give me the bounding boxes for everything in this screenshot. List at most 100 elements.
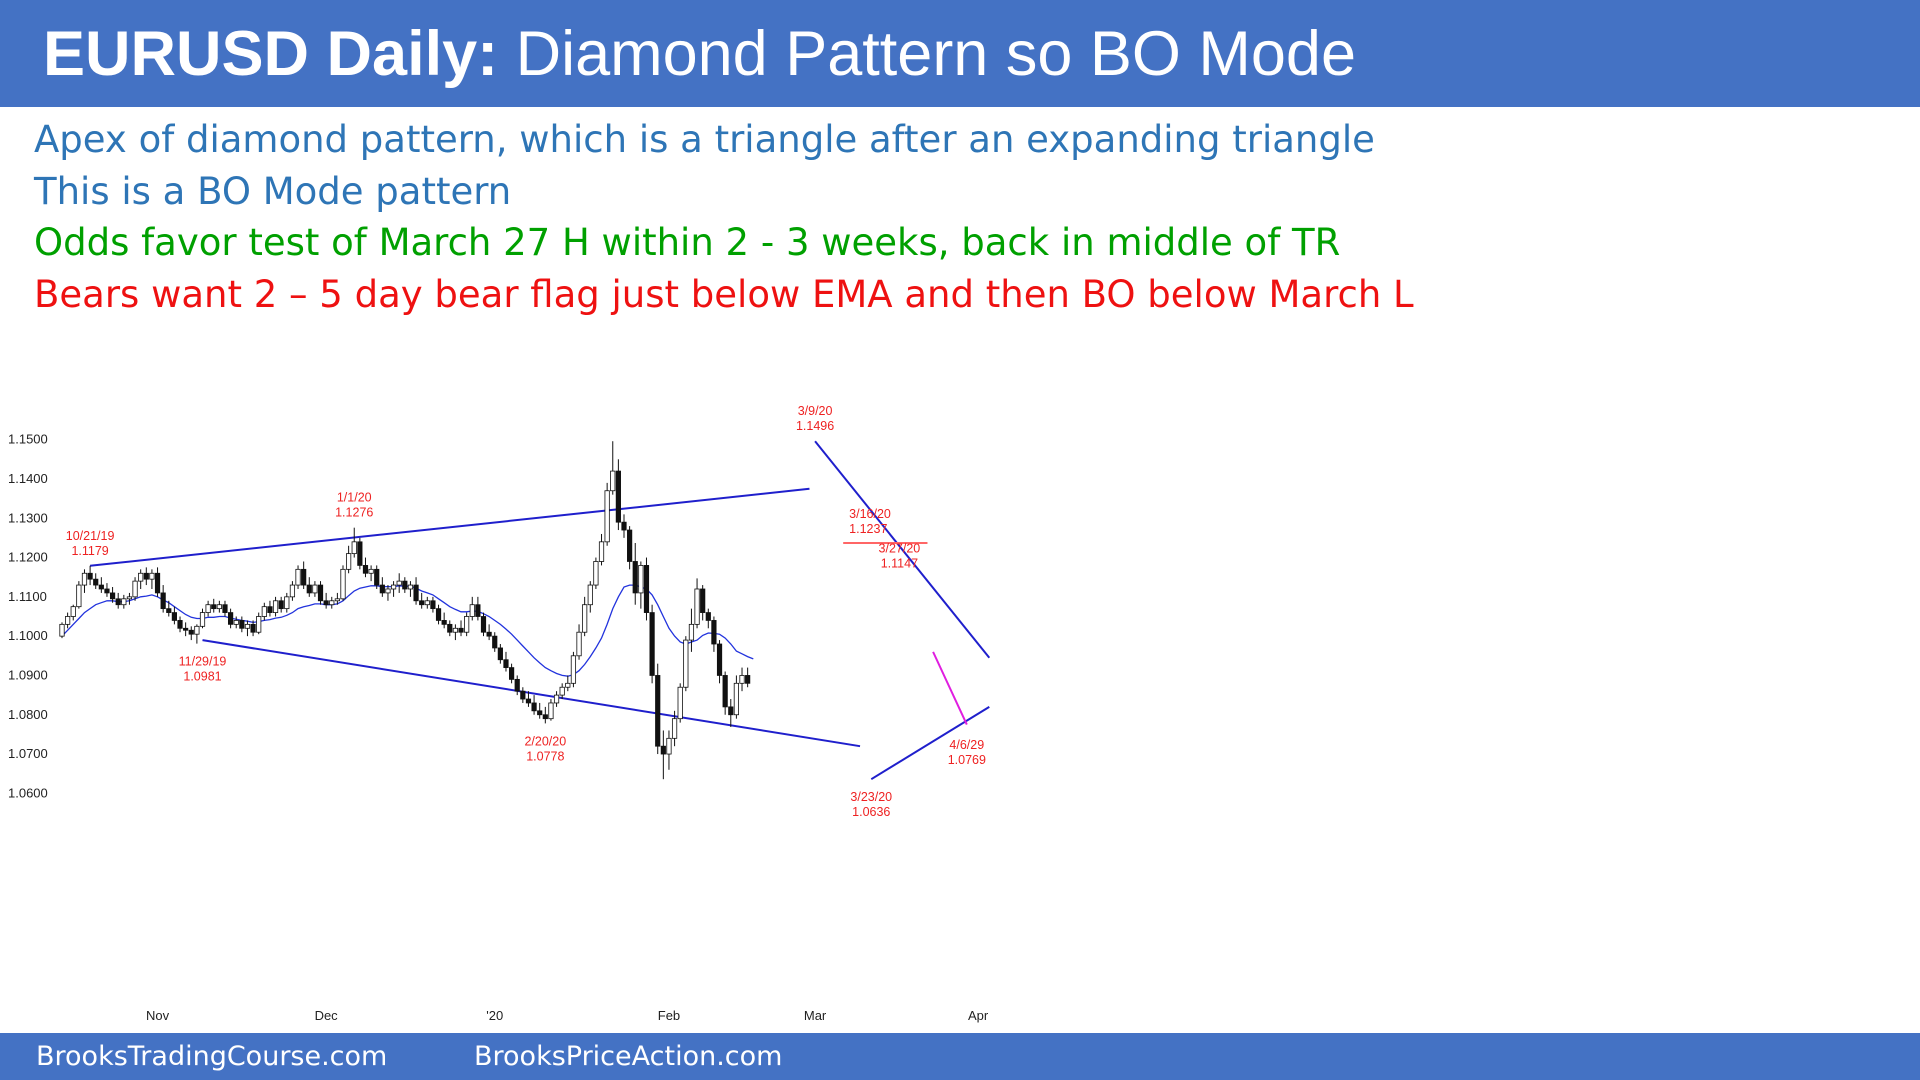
candle-body [284,596,290,610]
footer-bar: BrooksTradingCourse.com BrooksPriceActio… [0,1033,1920,1080]
candle-body [587,584,593,606]
candle-body [683,639,689,688]
candle-body [452,627,459,633]
candle-body [65,616,71,625]
candle-body [407,584,414,590]
candle-body [132,580,138,598]
candle-body [508,667,515,680]
annotation-price: 1.0769 [948,753,986,767]
candle-body [621,521,627,531]
candle-body [109,592,116,600]
candle-body [104,588,110,594]
note-4: Bears want 2 – 5 day bear flag just belo… [34,273,1414,316]
candle-body [514,678,520,692]
candle-body [301,568,307,586]
candle-body [188,629,194,635]
candle-body [93,578,99,586]
footer-left-link[interactable]: BrooksTradingCourse.com [36,1041,388,1072]
candle-body [424,600,430,606]
candle-body [205,604,211,613]
trendline [932,651,968,725]
candle-body [115,598,121,606]
candle-body [267,606,273,613]
title-bar: EURUSD Daily: Diamond Pattern so BO Mode [0,0,1920,107]
candle-body [537,710,543,716]
trendline [202,639,861,748]
candle-body [346,553,352,570]
y-tick-label: 1.1500 [8,432,48,447]
annotation-date: 3/27/20 [879,541,921,555]
candle-body [497,647,503,661]
candle-body [728,706,734,716]
candle-body [138,572,144,582]
candle-body [525,698,532,704]
x-tick-label: '20 [486,1008,503,1023]
candle-body [227,612,234,625]
x-tick-label: Feb [658,1008,680,1023]
candle-body [469,604,475,617]
candle-body [261,606,267,617]
y-tick-label: 1.1100 [8,589,47,604]
candle-body [604,490,610,543]
candle-body [666,737,672,755]
candle-body [531,702,537,712]
y-tick-label: 1.0700 [8,746,48,761]
annotation-date: 3/23/20 [850,790,892,804]
candle-body [233,620,239,625]
candle-body [722,675,728,708]
candle-body [671,718,678,739]
title-rest: Diamond Pattern so BO Mode [498,19,1357,89]
candle-body [655,675,661,747]
y-tick-label: 1.1200 [8,550,48,565]
candle-body [166,608,172,613]
candle-body [272,600,279,613]
footer-right-link[interactable]: BrooksPriceAction.com [474,1041,783,1072]
candle-body [239,620,245,629]
candle-body [739,675,745,684]
candle-body [183,627,189,631]
candle-body [447,623,453,633]
candle-body [413,584,419,602]
candle-body [503,659,509,668]
candle-body [340,568,346,600]
annotation-price: 1.0636 [852,805,890,819]
candle-body [492,635,498,649]
candle-body [362,565,369,574]
candle-body [177,620,183,629]
candle-body [565,682,571,688]
candle-body [59,623,65,637]
candle-body [70,606,76,617]
y-tick-label: 1.1000 [8,628,48,643]
candle-body [87,572,93,580]
candle-body [329,600,335,606]
candle-body [435,608,442,621]
candle-body [368,568,374,574]
annotation-price: 1.1179 [71,544,108,558]
candle-body [216,604,222,610]
candle-body [244,623,251,629]
candle-body [334,598,340,602]
annotation-date: 3/9/20 [798,404,833,418]
annotation-date: 2/20/20 [524,734,566,748]
candle-body [385,588,391,594]
candle-body [323,600,329,606]
candle-body [593,561,599,586]
y-tick-label: 1.0900 [8,667,48,682]
candle-body [745,675,751,684]
annotation-price: 1.0981 [183,670,221,684]
candle-body [126,596,133,600]
note-2: This is a BO Mode pattern [34,170,512,213]
candle-body [598,541,605,562]
candle-body [660,745,666,755]
candle-body [256,616,262,633]
price-chart: 1.1500 1.1400 1.1300 1.1200 1.1100 1.1000 1.09… [8,404,991,1023]
candle-body [733,682,740,716]
trendline [814,440,991,659]
candle-body [98,584,104,590]
candle-body [419,600,425,606]
annotation-price: 1.1496 [796,419,834,433]
candle-body [199,612,206,627]
candle-body [396,580,402,586]
candle-body [317,584,324,602]
trendline [89,487,810,567]
